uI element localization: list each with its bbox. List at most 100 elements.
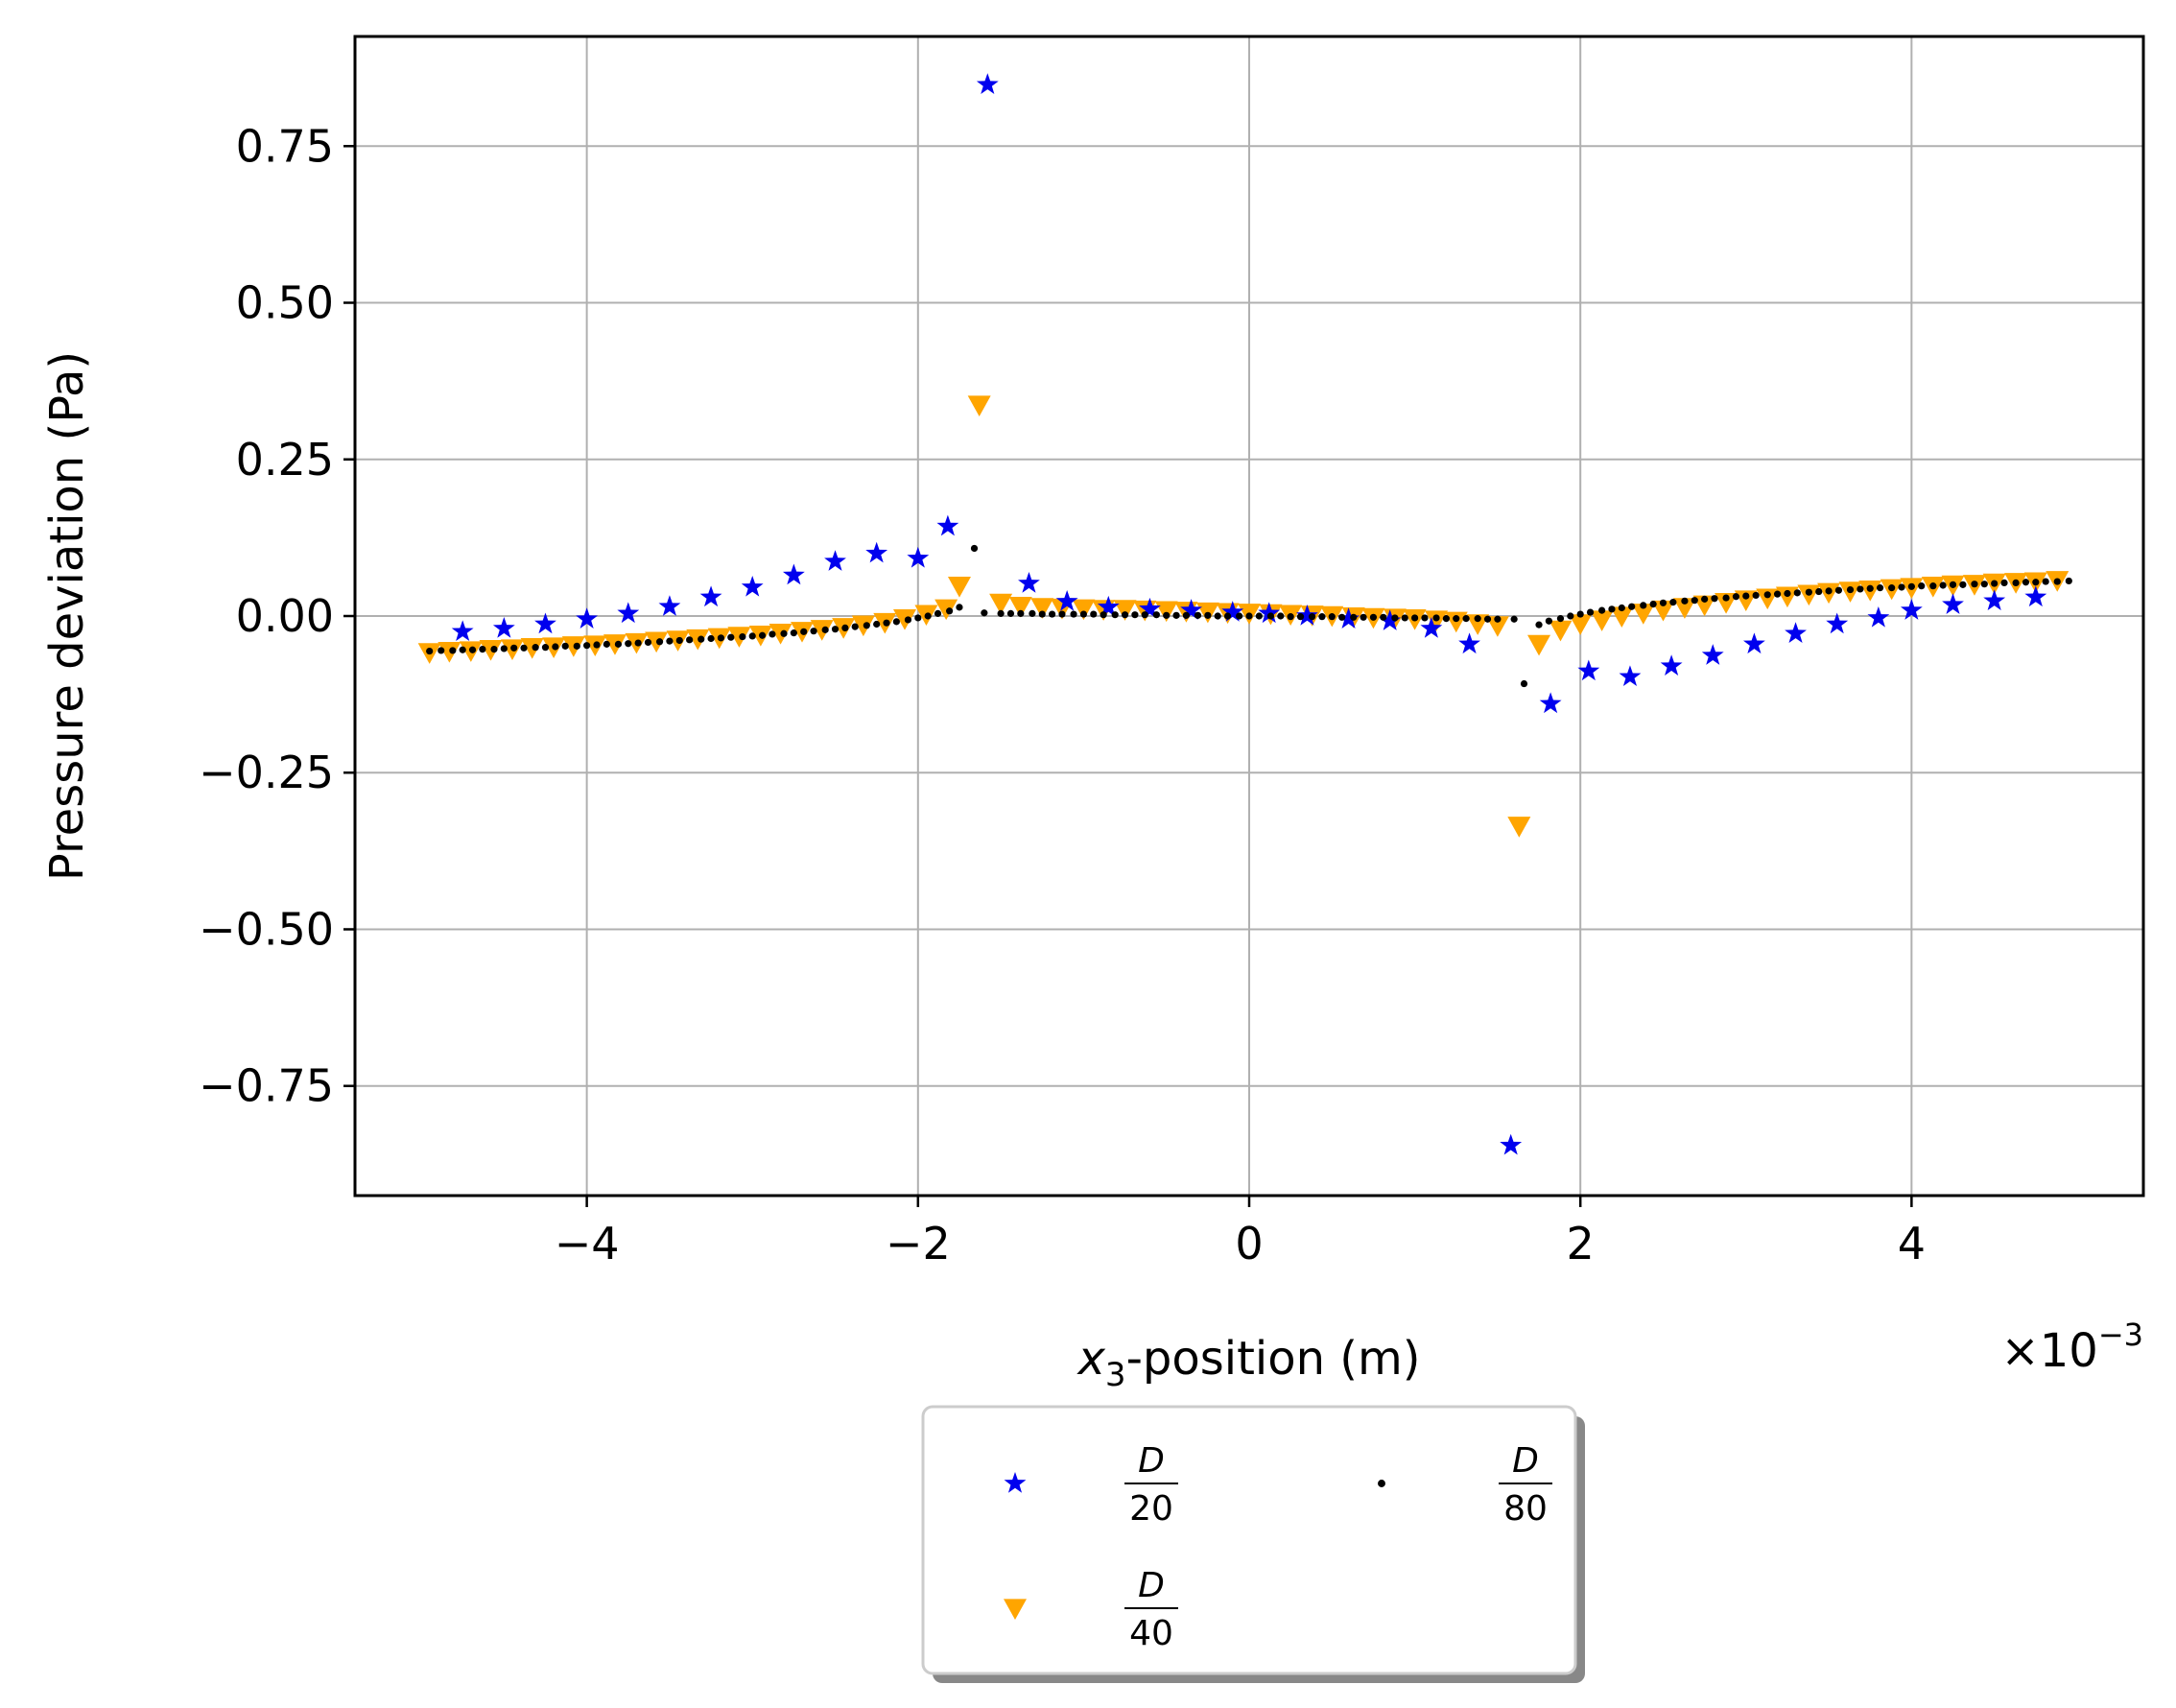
data-point-d40 <box>1734 590 1758 612</box>
data-point-d40 <box>1444 611 1468 633</box>
data-point-d80 <box>1350 613 1358 621</box>
data-point-d80 <box>2000 579 2008 586</box>
data-point-d80 <box>541 644 550 652</box>
data-point-d80 <box>1773 590 1782 598</box>
data-point-d80 <box>500 645 508 652</box>
data-point-d80 <box>614 640 623 648</box>
data-point-d80 <box>1182 611 1191 619</box>
data-point-d80 <box>841 624 849 632</box>
data-point-d80 <box>739 632 746 641</box>
data-point-d80 <box>2032 579 2040 586</box>
data-point-d20 <box>1420 617 1443 638</box>
data-point-d80 <box>1520 679 1528 688</box>
data-point-d80 <box>561 642 569 650</box>
legend-marker-d20 <box>1004 1472 1027 1493</box>
data-point-d80 <box>1410 614 1419 622</box>
data-point-d20 <box>936 514 959 536</box>
series-d20 <box>451 73 2047 1155</box>
data-point-d40 <box>1527 634 1551 656</box>
data-point-d80 <box>1277 612 1285 620</box>
data-point-d80 <box>593 641 601 649</box>
data-point-d80 <box>634 639 642 647</box>
data-point-d80 <box>2012 579 2020 586</box>
data-point-d40 <box>1154 601 1178 623</box>
data-point-d80 <box>1711 595 1718 603</box>
data-point-d80 <box>2022 579 2030 586</box>
data-point-d80 <box>1391 614 1399 622</box>
data-point-d20 <box>576 607 599 629</box>
legend-label-denominator: 20 <box>1129 1489 1173 1529</box>
data-point-d40 <box>1715 593 1738 614</box>
data-point-d80 <box>1017 609 1025 617</box>
y-tick-label: 0.75 <box>236 120 334 172</box>
data-point-d80 <box>1214 612 1221 620</box>
data-point-d20 <box>1577 659 1600 681</box>
data-point-d80 <box>863 622 870 629</box>
data-point-d80 <box>914 614 922 622</box>
data-point-d80 <box>717 634 725 642</box>
data-point-d20 <box>1742 632 1765 654</box>
data-point-d40 <box>1030 598 1054 619</box>
data-point-d80 <box>1223 612 1232 620</box>
data-point-d20 <box>1337 607 1360 629</box>
data-point-d80 <box>449 647 457 654</box>
y-tick-label: 0.50 <box>236 277 334 329</box>
legend-entry-d20: D 20 <box>1004 1441 1178 1529</box>
data-point-d20 <box>1701 644 1724 665</box>
legend-items: D 20 D 40 D 80 <box>1004 1441 1552 1653</box>
data-point-d40 <box>967 395 991 416</box>
data-point-d80 <box>675 636 683 645</box>
y-axis-label: Pressure deviation (Pa) <box>40 351 94 881</box>
data-point-d20 <box>1180 599 1203 620</box>
data-point-d80 <box>1131 611 1139 619</box>
data-point-d80 <box>1296 613 1305 621</box>
data-point-d80 <box>1079 610 1088 618</box>
data-point-d80 <box>1815 587 1823 596</box>
data-point-d80 <box>1805 588 1812 596</box>
data-point-d80 <box>1608 605 1616 613</box>
data-point-d80 <box>1742 592 1750 600</box>
data-point-d20 <box>1221 601 1244 622</box>
data-point-d80 <box>1586 608 1595 616</box>
data-point-d20 <box>1458 632 1480 654</box>
data-point-d80 <box>1255 612 1263 620</box>
data-point-d80 <box>1628 603 1636 610</box>
data-point-d80 <box>666 637 674 645</box>
data-point-d80 <box>1576 610 1584 618</box>
data-point-d80 <box>1556 615 1565 623</box>
data-point-d80 <box>790 629 797 637</box>
data-point-d20 <box>617 602 640 624</box>
y-tick-label: −0.50 <box>199 903 334 955</box>
data-point-d80 <box>1318 613 1326 621</box>
data-point-d80 <box>490 646 498 653</box>
data-point-d80 <box>924 612 932 620</box>
data-point-d20 <box>1900 599 1923 620</box>
data-point-d80 <box>1058 610 1066 618</box>
data-point-d40 <box>1631 604 1655 625</box>
data-point-d80 <box>573 642 580 650</box>
data-point-d80 <box>1194 611 1202 619</box>
data-point-d40 <box>1485 616 1509 637</box>
data-point-d80 <box>1100 611 1107 619</box>
data-point-d20 <box>1619 665 1642 687</box>
data-point-d80 <box>459 646 466 653</box>
legend-entry-d80: D 80 <box>1378 1441 1552 1529</box>
legend-label-numerator: D <box>1138 1566 1165 1605</box>
data-point-d20 <box>492 617 515 638</box>
data-point-d80 <box>1669 599 1677 606</box>
data-point-d80 <box>2042 578 2049 585</box>
data-point-d80 <box>1949 581 1957 588</box>
data-point-d80 <box>1090 610 1098 618</box>
data-point-d80 <box>1929 582 1937 590</box>
data-point-d80 <box>510 644 518 652</box>
data-point-d80 <box>1369 613 1378 621</box>
data-point-d20 <box>976 73 999 94</box>
legend-frame <box>921 1405 1577 1675</box>
legend-marker-d80 <box>1378 1480 1385 1487</box>
data-point-d80 <box>758 631 767 639</box>
data-point-d80 <box>934 609 942 617</box>
legend-label-numerator: D <box>1512 1441 1539 1481</box>
data-point-d80 <box>1111 611 1119 619</box>
data-point-d20 <box>907 546 930 568</box>
data-point-d80 <box>831 626 840 633</box>
